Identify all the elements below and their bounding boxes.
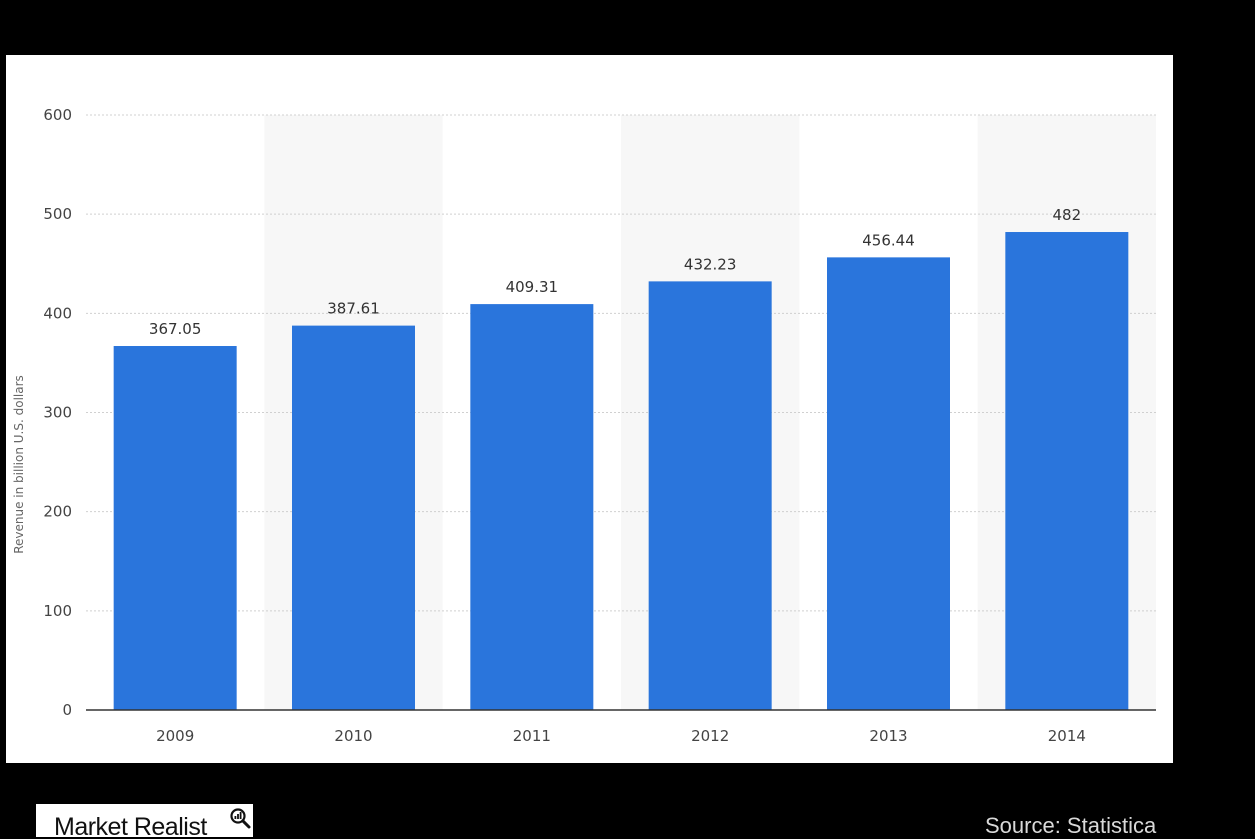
value-label-2011: 409.31 <box>506 278 559 296</box>
magnifier-icon <box>230 808 251 829</box>
y-axis-title: Revenue in billion U.S. dollars <box>12 375 26 554</box>
y-tick-label-200: 200 <box>43 503 72 521</box>
value-label-2009: 367.05 <box>149 320 202 338</box>
value-label-2014: 482 <box>1053 206 1082 224</box>
bar-2009 <box>113 346 237 710</box>
x-tick-label-2011: 2011 <box>513 727 551 745</box>
bar-2011 <box>470 304 594 710</box>
bar-2013 <box>827 257 950 710</box>
bar-2010 <box>292 325 415 710</box>
chart-panel: 0 100 200 300 400 500 600 367.05 2009 387.61 2010 4… <box>6 55 1173 763</box>
value-label-2013: 456.44 <box>862 231 915 249</box>
logo: Market Realist <box>36 804 253 837</box>
y-tick-label-400: 400 <box>43 304 72 322</box>
logo-text: Market Realist <box>54 813 207 837</box>
source-label: Source: Statistica <box>985 813 1157 838</box>
y-tick-label-0: 0 <box>62 701 72 719</box>
x-tick-label-2010: 2010 <box>334 727 372 745</box>
y-tick-label-100: 100 <box>43 602 72 620</box>
bar-chart: 0 100 200 300 400 500 600 367.05 2009 387.61 2010 4… <box>12 106 1156 745</box>
x-tick-label-2014: 2014 <box>1048 727 1086 745</box>
bar-2012 <box>648 281 772 710</box>
bar-2014 <box>1005 232 1129 710</box>
y-tick-label-600: 600 <box>43 106 72 124</box>
x-tick-label-2009: 2009 <box>156 727 194 745</box>
x-tick-label-2012: 2012 <box>691 727 729 745</box>
value-label-2010: 387.61 <box>327 300 380 318</box>
y-tick-label-500: 500 <box>43 205 72 223</box>
y-tick-label-300: 300 <box>43 404 72 422</box>
value-label-2012: 432.23 <box>684 255 737 273</box>
x-tick-label-2013: 2013 <box>869 727 907 745</box>
